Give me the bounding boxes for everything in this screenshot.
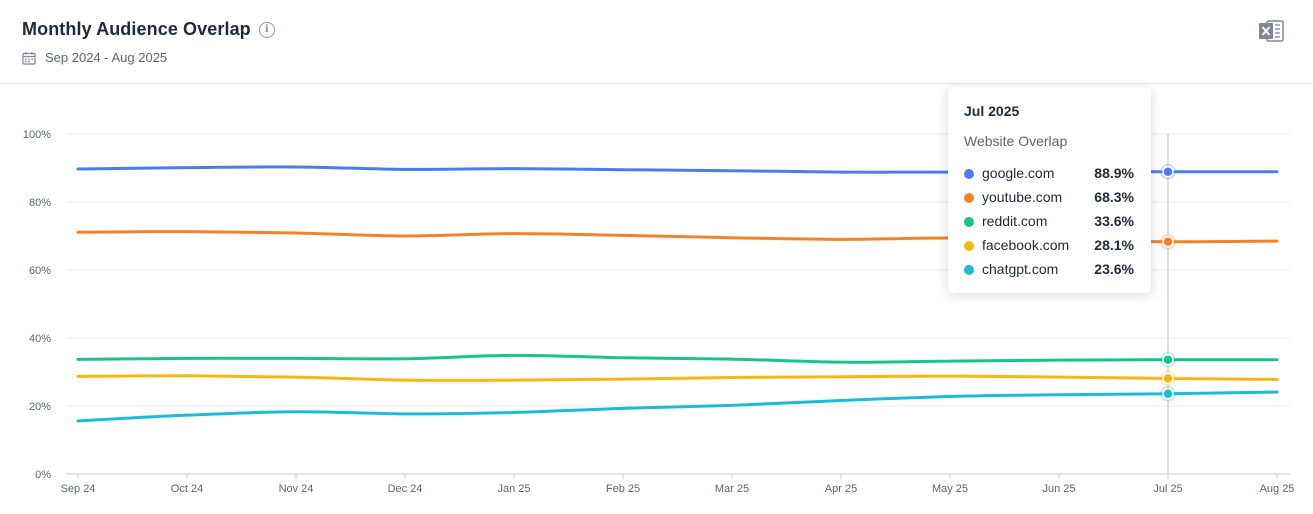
excel-export-icon[interactable]	[1258, 20, 1284, 42]
hover-marker	[1162, 236, 1174, 248]
tooltip-value: 68.3%	[1094, 189, 1134, 205]
legend-dot	[964, 241, 974, 251]
y-tick-label: 0%	[35, 469, 51, 481]
x-tick-label: Sep 24	[61, 483, 96, 495]
x-tick-label: Nov 24	[279, 483, 314, 495]
tooltip-value: 28.1%	[1094, 237, 1134, 253]
calendar-icon	[22, 51, 36, 65]
series-line-facebook-com	[76, 374, 1279, 382]
x-tick-label: Apr 25	[825, 483, 857, 495]
tooltip-value: 88.9%	[1094, 165, 1134, 181]
tooltip-row: facebook.com 28.1%	[964, 237, 1136, 255]
date-range: Sep 2024 - Aug 2025	[22, 50, 167, 65]
legend-dot	[964, 169, 974, 179]
hover-marker	[1162, 354, 1174, 366]
tooltip-subtitle: Website Overlap	[964, 133, 1068, 149]
x-tick-label: Jun 25	[1042, 483, 1075, 495]
legend-dot	[964, 265, 974, 275]
tooltip-row: youtube.com 68.3%	[964, 189, 1136, 207]
hover-marker	[1162, 372, 1174, 385]
info-icon[interactable]: i	[258, 21, 275, 38]
x-tick-label: Jul 25	[1153, 483, 1182, 495]
tooltip-row: chatgpt.com 23.6%	[964, 261, 1136, 279]
y-tick-label: 60%	[29, 265, 51, 277]
y-tick-label: 40%	[29, 333, 51, 345]
date-range-text: Sep 2024 - Aug 2025	[45, 50, 168, 65]
x-tick-label: Dec 24	[388, 483, 423, 495]
chart-title: Monthly Audience Overlap	[22, 19, 251, 39]
x-tick-label: May 25	[932, 483, 968, 495]
tooltip-site: chatgpt.com	[982, 261, 1059, 277]
tooltip-site: google.com	[982, 165, 1055, 181]
tooltip-site: facebook.com	[982, 237, 1070, 253]
title-row: Monthly Audience Overlap i	[22, 19, 275, 40]
tooltip-site: youtube.com	[982, 189, 1063, 205]
y-tick-label: 80%	[29, 197, 51, 209]
series-line-reddit-com	[76, 353, 1279, 364]
tooltip-date: Jul 2025	[964, 103, 1020, 119]
y-tick-label: 20%	[29, 401, 51, 413]
tooltip-value: 33.6%	[1094, 213, 1134, 229]
chart-header: Monthly Audience Overlap i Sep 2024 - Au…	[0, 0, 1313, 84]
series-line-chatgpt-com	[76, 390, 1279, 423]
legend-dot	[964, 217, 974, 227]
x-tick-label: Mar 25	[715, 483, 749, 495]
tooltip: Jul 2025 Website Overlap google.com 88.9…	[948, 87, 1151, 293]
x-tick-label: Oct 24	[171, 483, 203, 495]
x-tick-label: Jan 25	[497, 483, 530, 495]
tooltip-site: reddit.com	[982, 213, 1048, 229]
x-tick-label: Feb 25	[606, 483, 640, 495]
x-tick-label: Aug 25	[1260, 483, 1295, 495]
tooltip-value: 23.6%	[1094, 261, 1134, 277]
hover-marker	[1162, 165, 1174, 178]
y-tick-label: 100%	[23, 129, 51, 141]
tooltip-row: google.com 88.9%	[964, 165, 1136, 183]
hover-marker	[1162, 388, 1174, 400]
legend-dot	[964, 193, 974, 203]
tooltip-row: reddit.com 33.6%	[964, 213, 1136, 231]
